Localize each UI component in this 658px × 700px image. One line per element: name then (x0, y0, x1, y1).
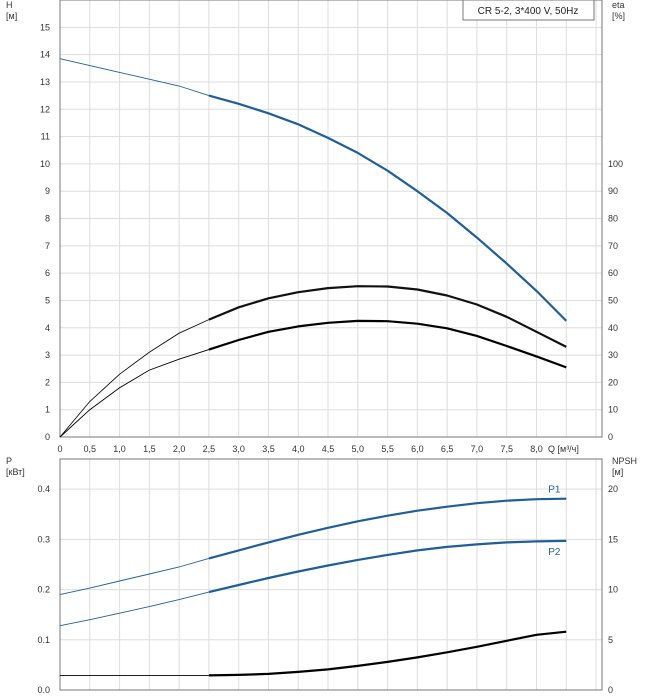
chart-title: CR 5-2, 3*400 V, 50Hz (478, 6, 579, 17)
x-tick-label: 2,0 (173, 444, 186, 454)
series-line-extrapolated (59, 557, 210, 596)
y2-tick-label: 0 (608, 432, 613, 442)
x-axis-title: Q [м³/ч] (548, 444, 579, 454)
y-tick-label: 2 (45, 377, 50, 387)
y-tick-label: 1 (45, 405, 50, 415)
x-tick-label: 0,5 (84, 444, 97, 454)
x-tick-label: 1,0 (113, 444, 126, 454)
series-line (208, 285, 567, 348)
y-tick-label: 8 (45, 214, 50, 224)
y2-tick-label: 10 (608, 405, 618, 415)
y2-tick-label: 30 (608, 350, 618, 360)
y2-tick-label: 50 (608, 295, 618, 305)
series-line (208, 319, 567, 369)
series-line-extrapolated (59, 591, 210, 627)
header-box: CR 5-2, 3*400 V, 50Hz (462, 0, 595, 21)
y-tick-label: 0.1 (37, 635, 50, 645)
x-tick-label: 5,0 (352, 444, 365, 454)
series-line (208, 539, 567, 594)
y-tick-label: 15 (40, 22, 50, 32)
y-tick-label: 0 (45, 432, 50, 442)
series-line (208, 94, 568, 322)
y-tick-label: 14 (40, 50, 50, 60)
plot-frames (59, 0, 603, 691)
x-tick-label: 3,0 (232, 444, 245, 454)
x-tick-label: 3,5 (262, 444, 275, 454)
y-tick-label: 4 (45, 323, 50, 333)
y-tick-label: 0.0 (37, 685, 50, 695)
labels: 0123456789101112131415010203040506070809… (6, 0, 637, 695)
x-tick-label: 4,0 (292, 444, 305, 454)
y2-tick-label: 10 (608, 585, 618, 595)
y-tick-label: 0.3 (37, 534, 50, 544)
y-axis-title: H [м] (6, 0, 17, 21)
x-tick-label: 5,5 (381, 444, 394, 454)
y2-tick-label: 100 (608, 159, 623, 169)
series-line-extrapolated (59, 349, 210, 438)
series-line-extrapolated (59, 58, 210, 97)
x-tick-label: 6,5 (441, 444, 454, 454)
x-tick-label: 8,0 (530, 444, 543, 454)
series-line (208, 497, 567, 560)
plot-frame (59, 0, 603, 438)
y-tick-label: 0.4 (37, 484, 50, 494)
y2-axis-title: eta [%] (612, 0, 625, 21)
y2-tick-label: 15 (608, 534, 618, 544)
plot-frame (59, 458, 603, 691)
y2-tick-label: 70 (608, 241, 618, 251)
y-tick-label: 3 (45, 350, 50, 360)
y2-tick-label: 20 (608, 377, 618, 387)
series-line (208, 630, 567, 677)
y2-tick-label: 0 (608, 685, 613, 695)
x-tick-label: 0 (57, 444, 62, 454)
grid (59, 0, 602, 691)
y2-tick-label: 5 (608, 635, 613, 645)
curves (59, 58, 568, 677)
series-label: P1 (548, 485, 561, 496)
y2-tick-label: 20 (608, 484, 618, 494)
y-axis-title: P [кВт] (6, 456, 25, 477)
y2-tick-label: 90 (608, 186, 618, 196)
y-tick-label: 9 (45, 186, 50, 196)
x-tick-label: 7,5 (500, 444, 513, 454)
y-tick-label: 6 (45, 268, 50, 278)
y-tick-label: 0.2 (37, 585, 50, 595)
y-tick-label: 7 (45, 241, 50, 251)
y2-tick-label: 40 (608, 323, 618, 333)
series-label: P2 (548, 547, 561, 558)
y-tick-label: 11 (41, 132, 50, 142)
series-line-extrapolated (59, 319, 210, 438)
x-tick-label: 6,0 (411, 444, 424, 454)
x-tick-label: 7,0 (471, 444, 484, 454)
y2-tick-label: 60 (608, 268, 618, 278)
y-tick-label: 5 (45, 295, 50, 305)
y-tick-label: 13 (40, 77, 50, 87)
y-tick-label: 12 (40, 104, 50, 114)
y2-axis-title: NPSH [м] (612, 456, 637, 477)
y2-tick-label: 80 (608, 214, 618, 224)
x-tick-label: 4,5 (322, 444, 335, 454)
x-tick-label: 2,5 (203, 444, 216, 454)
x-tick-label: 1,5 (143, 444, 156, 454)
y-tick-label: 10 (40, 159, 50, 169)
